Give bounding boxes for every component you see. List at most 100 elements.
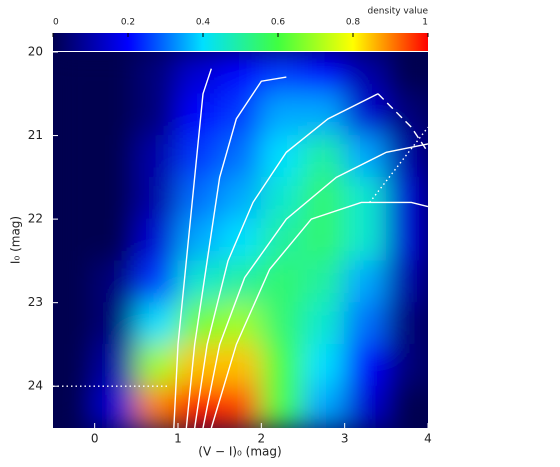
density-cell	[344, 343, 387, 387]
y-tick-label: 20	[28, 45, 43, 59]
density-cell	[385, 260, 428, 304]
density-cell	[135, 176, 179, 220]
density-cell	[385, 302, 428, 345]
density-cell	[385, 343, 428, 387]
colorbar-tick-label: 0	[53, 18, 59, 28]
isochrone-line	[210, 201, 428, 428]
density-cell	[135, 260, 179, 304]
density-cell	[302, 176, 346, 220]
density-cell	[135, 302, 179, 345]
density-cell	[135, 135, 179, 178]
x-tick-label: 2	[258, 432, 266, 446]
density-cell	[219, 260, 262, 304]
colorbar-tick-label: 0.4	[196, 18, 211, 28]
heatmap	[53, 52, 428, 428]
density-cell	[385, 93, 428, 137]
isochrone-line	[377, 93, 428, 153]
y-axis-label: I₀ (mag)	[9, 216, 23, 264]
density-cell	[135, 343, 179, 387]
x-tick-label: 4	[424, 432, 432, 446]
density-cell	[260, 302, 304, 345]
density-cell	[135, 93, 179, 137]
density-cell	[344, 385, 387, 428]
density-cell	[53, 385, 96, 428]
density-cell	[53, 260, 96, 304]
density-cell	[177, 218, 221, 262]
density-cell	[260, 385, 304, 428]
density-cell	[302, 260, 346, 304]
density-cell	[53, 218, 96, 262]
isochrone-line	[202, 143, 428, 428]
density-cell	[219, 52, 262, 95]
density-cell	[385, 135, 428, 178]
density-cell	[94, 343, 137, 387]
y-tick-label: 23	[28, 295, 43, 309]
density-cell	[302, 93, 346, 137]
density-cell	[177, 302, 221, 345]
density-cell	[302, 135, 346, 178]
density-cell	[260, 176, 304, 220]
density-cell	[385, 218, 428, 262]
x-tick-label: 3	[341, 432, 349, 446]
isochrone-line	[173, 68, 212, 428]
x-tick-label: 0	[91, 432, 99, 446]
density-cell	[260, 343, 304, 387]
density-cell	[53, 302, 96, 345]
density-cell	[135, 385, 179, 428]
isochrone-line	[193, 93, 379, 428]
colorbar-tick-label: 0.2	[121, 18, 135, 28]
density-cell	[53, 135, 96, 178]
density-cell	[94, 176, 137, 220]
density-cell	[302, 343, 346, 387]
density-cell	[385, 176, 428, 220]
density-cell	[302, 385, 346, 428]
density-cell	[219, 176, 262, 220]
density-cell	[94, 135, 137, 178]
density-cell	[302, 52, 346, 95]
colorbar-tick-label: 1	[422, 18, 428, 28]
density-cell	[344, 135, 387, 178]
density-cell	[94, 52, 137, 95]
density-cell	[344, 52, 387, 95]
plot-area	[53, 52, 428, 428]
density-cell	[385, 52, 428, 95]
density-cell	[344, 176, 387, 220]
density-cell	[53, 52, 96, 95]
density-cell	[177, 176, 221, 220]
density-cell	[53, 176, 96, 220]
density-cell	[260, 52, 304, 95]
colorbar-label: density value	[368, 7, 429, 17]
density-cell	[94, 302, 137, 345]
density-cell	[219, 302, 262, 345]
density-cell	[94, 385, 137, 428]
density-cell	[260, 260, 304, 304]
isochrone-line	[185, 76, 287, 428]
density-cell	[385, 385, 428, 428]
density-cell	[302, 218, 346, 262]
y-tick-label: 22	[28, 212, 43, 226]
density-cell	[344, 218, 387, 262]
colorbar-tick-label: 0.6	[271, 18, 286, 28]
colorbar-tick-label: 0.8	[346, 18, 361, 28]
y-tick-label: 24	[28, 379, 43, 393]
density-cell	[219, 218, 262, 262]
density-cell	[94, 260, 137, 304]
density-cell	[94, 93, 137, 137]
density-cell	[344, 302, 387, 345]
density-cell	[260, 135, 304, 178]
x-axis-label: (V − I)₀ (mag)	[198, 445, 281, 459]
colorbar	[53, 33, 428, 51]
density-cell	[344, 260, 387, 304]
density-cell	[53, 343, 96, 387]
density-cell	[135, 218, 179, 262]
y-tick-label: 21	[28, 128, 43, 142]
density-cell	[177, 52, 221, 95]
density-cell	[219, 93, 262, 137]
density-cell	[260, 93, 304, 137]
density-cell	[302, 302, 346, 345]
density-cell	[219, 385, 262, 428]
density-cell	[135, 52, 179, 95]
density-cell	[177, 343, 221, 387]
density-cell	[53, 93, 96, 137]
